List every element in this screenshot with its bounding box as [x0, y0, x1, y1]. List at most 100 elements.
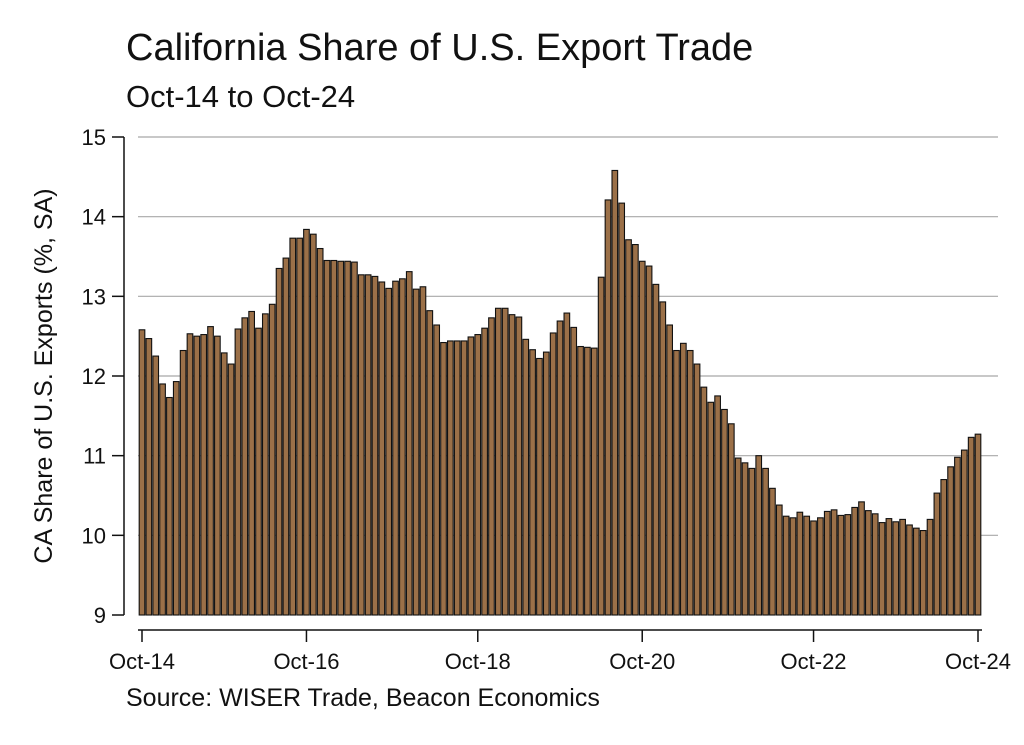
bar — [645, 265, 653, 616]
bar — [858, 501, 865, 616]
bar — [193, 335, 201, 616]
bar — [138, 329, 146, 616]
bar — [453, 340, 461, 616]
bar — [248, 310, 256, 616]
bar — [885, 518, 893, 616]
bar — [666, 324, 674, 616]
bar — [234, 328, 242, 616]
bar — [351, 261, 358, 616]
y-tick-label: 9 — [94, 603, 106, 628]
bar — [330, 259, 338, 616]
y-axis-ticks: 9 10 11 12 13 14 15 — [82, 125, 124, 628]
bar — [762, 467, 769, 616]
bar — [810, 520, 817, 616]
bar — [563, 312, 571, 616]
bar — [782, 515, 790, 616]
bar — [892, 521, 900, 616]
bar — [255, 327, 262, 616]
bar — [152, 355, 160, 616]
y-tick-label: 14 — [82, 205, 106, 230]
bar — [693, 363, 701, 616]
bar — [412, 288, 420, 616]
bar — [433, 324, 441, 616]
bar — [844, 514, 852, 616]
bar — [378, 281, 386, 616]
bar — [419, 286, 427, 616]
bar — [700, 386, 708, 616]
bar — [570, 326, 578, 616]
bar — [474, 334, 482, 616]
bar — [536, 357, 543, 616]
bar — [405, 271, 413, 616]
y-tick-label: 13 — [82, 284, 106, 309]
bar — [556, 320, 564, 616]
bar — [467, 336, 475, 616]
bar — [590, 347, 598, 616]
bar — [440, 341, 447, 616]
bar — [974, 433, 982, 616]
bar — [261, 313, 269, 616]
chart-subtitle: Oct-14 to Oct-24 — [126, 79, 356, 114]
y-tick-label: 10 — [82, 523, 106, 548]
bar — [357, 274, 365, 616]
bar — [323, 259, 331, 616]
bar — [214, 335, 221, 616]
x-axis-ticks: Oct-14 Oct-16 Oct-18 Oct-20 Oct-22 Oct-24 — [109, 630, 1011, 674]
bar — [830, 509, 838, 616]
x-tick-label: Oct-24 — [945, 649, 1011, 674]
bar — [241, 317, 249, 616]
source-note: Source: WISER Trade, Beacon Economics — [126, 684, 600, 712]
bar — [515, 316, 523, 616]
bar — [399, 278, 406, 616]
bar — [227, 363, 235, 616]
bar — [303, 228, 310, 616]
bar — [741, 462, 749, 616]
bar — [864, 510, 872, 616]
bar — [707, 401, 715, 616]
bar — [488, 317, 495, 616]
bar — [967, 436, 975, 616]
bar — [755, 455, 763, 616]
bar — [604, 199, 612, 616]
bar — [940, 479, 948, 616]
bar — [460, 340, 468, 616]
bar — [268, 303, 276, 616]
bar — [296, 237, 303, 616]
bar — [796, 511, 804, 616]
bar — [954, 456, 961, 616]
x-tick-label: Oct-16 — [273, 649, 339, 674]
bar — [392, 280, 399, 616]
bar — [159, 383, 166, 616]
bar — [871, 513, 879, 616]
x-tick-label: Oct-20 — [609, 649, 675, 674]
bar — [145, 338, 153, 616]
bar — [734, 457, 742, 616]
bar — [727, 423, 735, 616]
y-axis-title: CA Share of U.S. Exports (%, SA) — [30, 188, 58, 563]
bar — [508, 314, 516, 616]
bar — [960, 449, 968, 616]
bar — [344, 260, 351, 616]
bar — [481, 327, 488, 616]
bar — [625, 239, 632, 616]
bar — [899, 518, 906, 616]
bar — [577, 345, 584, 616]
bar — [597, 276, 605, 616]
bar — [309, 233, 317, 616]
chart-title: California Share of U.S. Export Trade — [126, 27, 754, 69]
bar — [679, 342, 687, 616]
y-tick-label: 12 — [82, 364, 106, 389]
bar — [775, 504, 783, 616]
bar — [912, 527, 920, 616]
bar — [289, 237, 297, 616]
bar — [337, 260, 345, 616]
bar — [179, 349, 187, 616]
bar — [371, 275, 379, 616]
bar — [200, 334, 208, 616]
bar — [618, 202, 626, 616]
bar — [364, 274, 372, 616]
bar — [837, 514, 845, 616]
bar — [823, 510, 831, 616]
bar — [652, 283, 660, 616]
bar — [522, 338, 530, 616]
